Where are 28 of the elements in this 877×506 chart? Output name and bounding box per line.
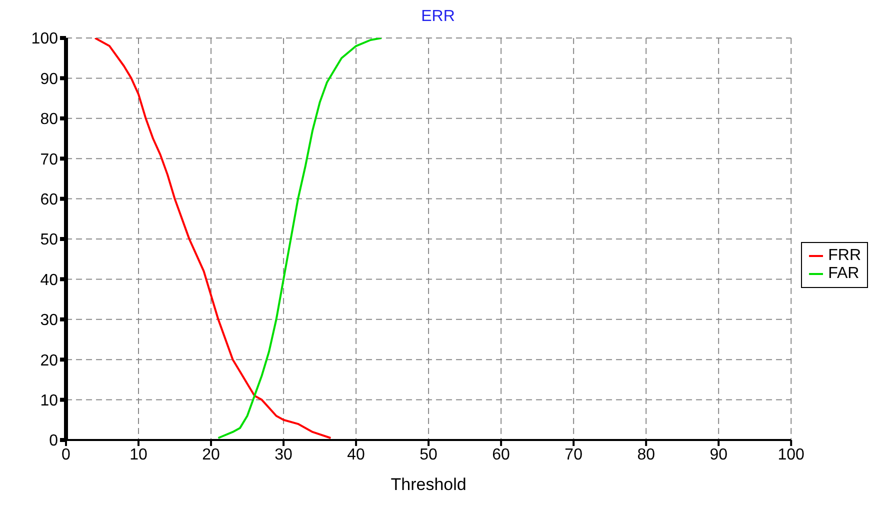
x-tick-label: 20 [202, 446, 220, 464]
x-tick-label: 40 [347, 446, 366, 464]
x-tick-label: 30 [274, 446, 293, 464]
x-tick-label: 60 [492, 446, 510, 464]
y-tick-label: 30 [40, 312, 58, 330]
x-tick-label: 80 [637, 446, 656, 464]
line-series [217, 38, 382, 439]
x-axis-title: Threshold [390, 475, 466, 494]
y-tick-label: 90 [40, 70, 58, 88]
y-tick-label: 50 [40, 232, 58, 249]
chart-title: ERR [420, 8, 456, 27]
y-tick-label: 40 [40, 272, 58, 289]
legend-label: FRR [828, 247, 861, 265]
y-tick-label: 80 [40, 111, 58, 128]
y-tick-label: 20 [40, 352, 58, 370]
y-tick-label: 60 [40, 191, 58, 208]
legend-label: FAR [828, 265, 860, 283]
x-tick-label: 10 [130, 446, 148, 464]
x-tick-label: 50 [420, 446, 438, 464]
x-tick-label: 0 [62, 446, 71, 464]
x-tick-label: 100 [778, 446, 805, 464]
y-tick-label: 10 [40, 392, 58, 410]
y-tick-label: 70 [40, 151, 58, 168]
line-series [94, 38, 332, 439]
x-tick-label: 70 [564, 446, 583, 464]
y-tick-label: 0 [49, 432, 58, 450]
x-tick-label: 90 [710, 446, 728, 464]
y-tick-label: 100 [31, 30, 58, 48]
